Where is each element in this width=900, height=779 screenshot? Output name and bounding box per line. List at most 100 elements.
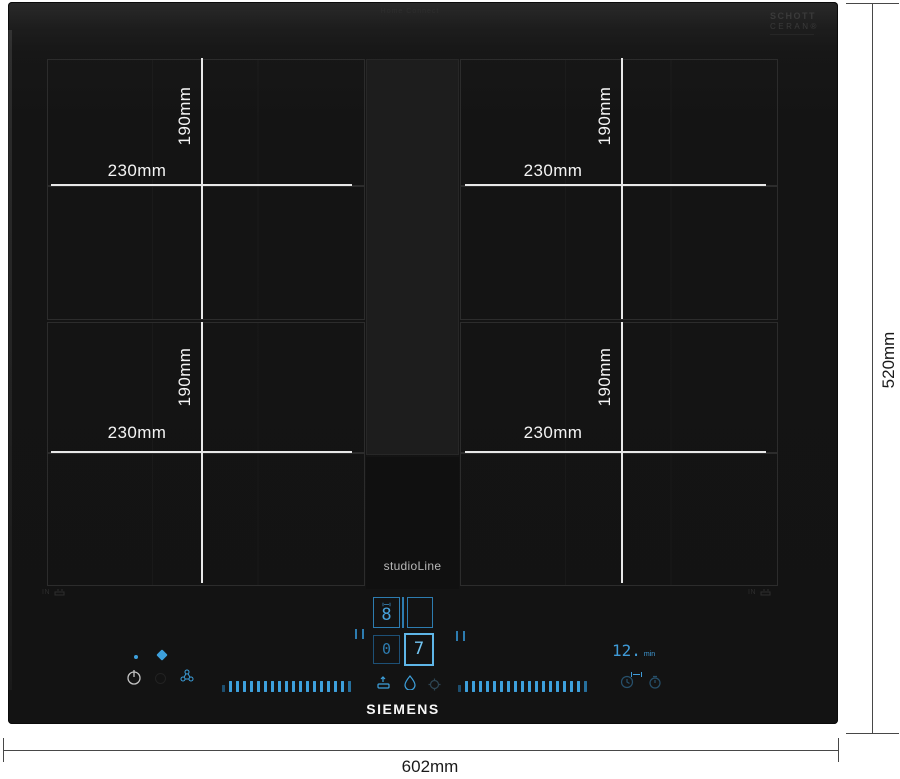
heat-slider-left[interactable] <box>222 680 351 692</box>
timer-display[interactable]: 12. min <box>612 643 655 659</box>
slider-tick[interactable] <box>278 681 281 692</box>
slider-tick[interactable] <box>299 681 302 692</box>
zone-height-label: 190mm <box>175 347 194 407</box>
zone-width-label: 230mm <box>107 161 167 180</box>
slider-tick[interactable] <box>334 681 337 692</box>
zone-display-top-left[interactable]: 8 <box>373 597 400 628</box>
slider-tick[interactable] <box>236 681 239 692</box>
slider-tick[interactable] <box>479 681 482 692</box>
slider-tick[interactable] <box>584 681 587 692</box>
zone-display-bottom-right[interactable]: 7 <box>404 633 434 666</box>
center-zone-strip <box>366 59 459 455</box>
in-label: IN <box>748 589 756 596</box>
measure-line-horizontal <box>465 451 766 453</box>
pause-button[interactable] <box>155 673 166 684</box>
schott-logo-rule <box>770 34 814 35</box>
pan-sensor-mark-right: IN <box>748 588 773 597</box>
flex-bridge-icon <box>382 602 391 606</box>
slider-tick[interactable] <box>348 681 351 692</box>
slider-tick[interactable] <box>500 681 503 692</box>
slider-tick[interactable] <box>563 681 566 692</box>
droplet-button[interactable] <box>404 675 416 690</box>
overall-width-label: 602mm <box>401 757 459 776</box>
measure-line-vertical <box>201 58 203 319</box>
status-dot <box>134 655 138 659</box>
slider-tick[interactable] <box>306 681 309 692</box>
power-level-digit: 7 <box>413 639 425 659</box>
slider-tick[interactable] <box>320 681 323 692</box>
slider-tick[interactable] <box>507 681 510 692</box>
slider-tick[interactable] <box>577 681 580 692</box>
heat-slider-right[interactable] <box>458 680 587 692</box>
settings-gear-button[interactable] <box>428 678 441 691</box>
control-panel-area <box>366 457 459 589</box>
slider-tick[interactable] <box>549 681 552 692</box>
cooking-zone-box <box>47 59 365 186</box>
slider-tick[interactable] <box>458 685 461 692</box>
slider-tick[interactable] <box>313 681 316 692</box>
overall-height-label: 520mm <box>879 331 898 389</box>
pan-sensor-mark-left: IN <box>42 588 67 597</box>
slider-tick[interactable] <box>521 681 524 692</box>
slider-tick[interactable] <box>264 681 267 692</box>
slider-tick[interactable] <box>257 681 260 692</box>
height-dimension-line <box>872 4 873 734</box>
slider-tick[interactable] <box>570 681 573 692</box>
slider-tick[interactable] <box>285 681 288 692</box>
zone-display-bottom-left[interactable]: 0 <box>373 635 400 664</box>
pan-move-button[interactable] <box>376 676 391 690</box>
zone-height-label: 190mm <box>175 86 194 146</box>
slider-tick[interactable] <box>556 681 559 692</box>
slider-tick[interactable] <box>472 681 475 692</box>
zone-width-label: 230mm <box>523 423 583 442</box>
zone-height-label: 190mm <box>595 347 614 407</box>
height-dimension-cap-top <box>846 3 899 4</box>
hob-left-bevel <box>8 30 12 690</box>
measure-line-horizontal <box>51 184 352 186</box>
slider-tick[interactable] <box>528 681 531 692</box>
cooking-zone-box <box>47 322 365 453</box>
width-dimension-cap-left <box>3 738 4 762</box>
flex-bridge-icon-left[interactable] <box>355 629 364 639</box>
schott-logo-line1: SCHOTT <box>770 11 816 21</box>
connectivity-button[interactable] <box>179 669 195 683</box>
zone-display-top-right[interactable] <box>407 597 433 628</box>
home-connect-print: Home Connect <box>380 8 440 15</box>
slider-tick[interactable] <box>542 681 545 692</box>
measure-line-vertical <box>621 58 623 319</box>
timer-bridge-icon <box>631 672 642 677</box>
slider-tick[interactable] <box>327 681 330 692</box>
timer-icon[interactable] <box>648 675 662 689</box>
slider-tick[interactable] <box>535 681 538 692</box>
slider-tick[interactable] <box>222 685 225 692</box>
slider-tick[interactable] <box>250 681 253 692</box>
zone-width-label: 230mm <box>107 423 167 442</box>
slider-tick[interactable] <box>514 681 517 692</box>
siemens-logo: SIEMENS <box>366 701 440 717</box>
clock-icon[interactable] <box>620 675 634 689</box>
pan-icon <box>54 589 65 596</box>
schott-ceran-logo: SCHOTT CERAN® <box>770 11 830 35</box>
flex-bridge-icon-right[interactable] <box>456 631 465 641</box>
in-label: IN <box>42 589 50 596</box>
width-dimension-cap-right <box>838 738 839 762</box>
measure-line-horizontal <box>465 184 766 186</box>
zone-width-label: 230mm <box>523 161 583 180</box>
slider-tick[interactable] <box>486 681 489 692</box>
slider-tick[interactable] <box>493 681 496 692</box>
studioline-label: studioLine <box>383 559 442 573</box>
timer-value: 12. <box>612 641 641 660</box>
power-level-digit: 0 <box>381 640 392 658</box>
power-button[interactable] <box>126 669 142 685</box>
slider-tick[interactable] <box>341 681 344 692</box>
slider-tick[interactable] <box>243 681 246 692</box>
slider-tick[interactable] <box>465 681 468 692</box>
pan-icon <box>760 589 771 596</box>
slider-tick[interactable] <box>271 681 274 692</box>
slider-tick[interactable] <box>292 681 295 692</box>
cooking-zone-box <box>460 453 778 586</box>
cooking-zone-box <box>460 186 778 320</box>
cooking-zone-box <box>47 453 365 586</box>
measure-line-horizontal <box>51 451 352 453</box>
slider-tick[interactable] <box>229 681 232 692</box>
